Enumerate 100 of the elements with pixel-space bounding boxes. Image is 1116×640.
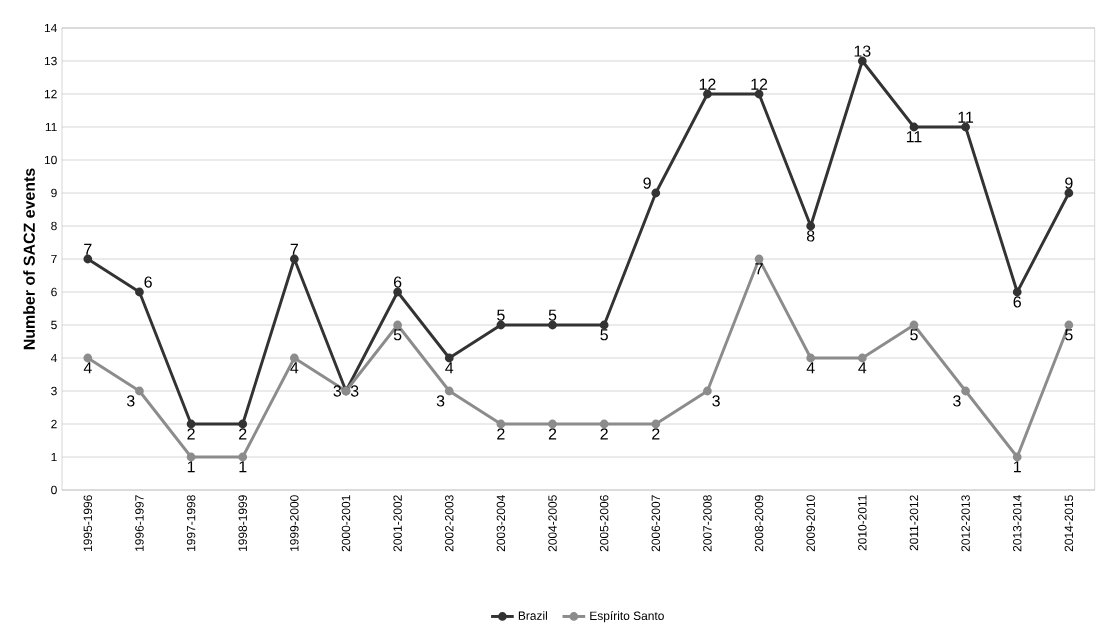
data-label: 3: [350, 385, 359, 397]
point: [393, 320, 402, 330]
data-label: 2: [548, 428, 557, 440]
point: [289, 254, 299, 264]
data-label: 3: [712, 395, 720, 407]
data-label: 4: [290, 362, 299, 374]
y-tick-label: 5: [51, 320, 57, 330]
point: [83, 254, 93, 264]
data-label: 4: [83, 362, 92, 374]
data-label: 13: [854, 45, 871, 57]
x-tick-label: 1998-1999: [238, 495, 247, 551]
data-label: 4: [806, 362, 815, 374]
data-label: 12: [751, 78, 768, 90]
data-label: 8: [806, 230, 815, 242]
data-label: 5: [600, 329, 608, 341]
data-label: 2: [187, 428, 195, 440]
data-label: 9: [1065, 177, 1073, 189]
data-label: 1: [187, 461, 195, 473]
point: [135, 287, 144, 297]
data-label: 5: [548, 309, 557, 321]
point: [754, 254, 764, 264]
data-label: 5: [910, 329, 918, 341]
y-tick-label: 10: [44, 155, 57, 165]
point: [703, 89, 712, 99]
data-label: 1: [1014, 461, 1021, 473]
x-tick-label: 1995-1996: [83, 495, 93, 551]
point: [444, 353, 454, 363]
data-label: 3: [126, 395, 135, 407]
y-axis-title: Number of SACZ events: [23, 168, 35, 350]
data-label: 5: [497, 309, 505, 321]
x-tick-label: 1997-1998: [186, 495, 196, 551]
x-tick-label: 2006-2007: [651, 495, 661, 552]
y-tick-label: 8: [51, 221, 57, 231]
point: [496, 419, 506, 429]
point: [806, 353, 816, 363]
y-tick-label: 13: [44, 56, 57, 66]
point: [1012, 287, 1022, 297]
data-label: 7: [290, 243, 298, 255]
x-tick-label: 2010-2011: [858, 495, 867, 551]
y-tick-label: 9: [51, 188, 57, 198]
point: [496, 320, 506, 330]
x-tick-label: 2008-2009: [754, 495, 764, 552]
y-tick-label: 7: [51, 254, 57, 264]
data-label: 7: [84, 243, 92, 255]
point: [909, 320, 919, 330]
point: [651, 188, 661, 198]
data-label: 3: [333, 385, 342, 397]
data-label: 4: [445, 362, 454, 374]
point: [186, 452, 196, 462]
data-label: 6: [394, 276, 402, 288]
point: [806, 221, 816, 231]
point: [1012, 452, 1022, 462]
data-label: 4: [858, 362, 867, 374]
y-tick-label: 14: [44, 23, 57, 33]
x-tick-label: 1999-2000: [290, 495, 299, 551]
data-label: 2: [652, 428, 660, 440]
data-label: 5: [1065, 329, 1073, 341]
x-tick-label: 2001-2002: [393, 495, 402, 552]
legend-label: Brazil: [518, 611, 547, 620]
point: [909, 122, 919, 132]
x-tick-label: 2012-2013: [961, 495, 970, 552]
point: [186, 419, 196, 429]
x-tick-label: 2000-2001: [341, 495, 351, 552]
y-tick-label: 4: [50, 353, 57, 363]
point: [548, 320, 557, 330]
data-label: 12: [699, 78, 716, 90]
data-label: 11: [958, 111, 974, 123]
data-label: 2: [600, 428, 608, 440]
y-tick-label: 1: [51, 452, 57, 462]
point: [444, 386, 454, 396]
point: [393, 287, 402, 297]
point: [1064, 188, 1074, 198]
point: [135, 386, 144, 396]
y-tick-label: 11: [45, 122, 57, 132]
data-label: 2: [497, 428, 505, 440]
point: [599, 320, 609, 330]
point: [238, 452, 248, 462]
point: [599, 419, 609, 429]
point: [1064, 320, 1074, 330]
x-tick-label: 2011-2012: [909, 495, 919, 551]
point: [961, 122, 970, 132]
point: [289, 353, 299, 363]
data-label: 3: [953, 395, 961, 407]
data-label: 6: [144, 276, 152, 288]
x-tick-label: 2003-2004: [496, 495, 506, 552]
point: [651, 419, 661, 429]
data-label: 7: [755, 263, 763, 275]
data-label: 11: [906, 131, 922, 143]
point: [857, 353, 867, 363]
x-tick-label: 2013-2014: [1012, 495, 1022, 552]
data-label: 3: [436, 395, 445, 407]
y-tick-label: 6: [51, 287, 57, 297]
x-tick-label: 1996-1997: [135, 495, 144, 551]
y-tick-label: 0: [51, 485, 57, 495]
point: [83, 353, 93, 363]
data-label: 9: [643, 177, 651, 189]
data-label: 6: [1013, 296, 1021, 308]
x-tick-label: 2007-2008: [703, 495, 712, 552]
y-tick-label: 12: [44, 89, 57, 99]
x-tick-label: 2002-2003: [445, 495, 454, 552]
